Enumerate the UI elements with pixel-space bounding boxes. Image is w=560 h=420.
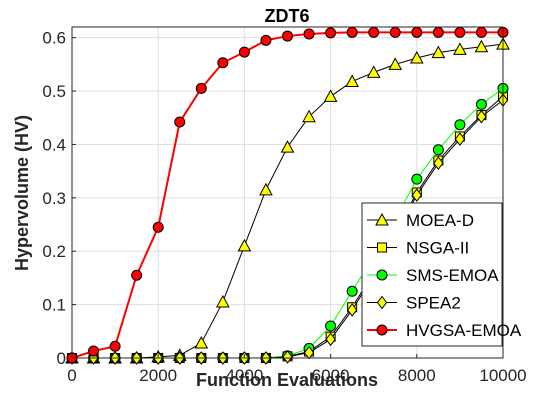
data-point	[174, 116, 186, 128]
data-point	[345, 74, 359, 87]
legend-entry: SPEA2	[367, 294, 461, 313]
data-point	[237, 238, 252, 252]
data-point	[303, 28, 315, 40]
data-point	[325, 332, 336, 347]
data-point	[432, 144, 444, 156]
legend-label: NSGA-II	[406, 239, 469, 258]
x-tick-label: 8000	[398, 366, 436, 385]
x-tick-label: 10000	[479, 366, 526, 385]
y-tick-label: 0.6	[42, 29, 66, 48]
data-point	[431, 45, 446, 59]
x-axis-label: Function Evaluations	[196, 370, 378, 390]
data-point	[238, 46, 250, 58]
x-tick-label: 6000	[312, 366, 350, 385]
data-point	[411, 26, 423, 38]
x-tick-label: 0	[67, 366, 76, 385]
data-point	[217, 57, 229, 69]
data-point	[388, 57, 403, 70]
data-point	[368, 26, 380, 38]
data-point	[194, 336, 209, 349]
data-point	[195, 82, 207, 94]
data-point	[453, 42, 467, 55]
data-point	[152, 221, 164, 233]
data-point	[303, 345, 315, 360]
data-point	[454, 119, 466, 131]
data-point	[216, 294, 230, 308]
ticks: 0 2000 4000 6000 8000 10000 0 0.1 0.2 0.3 0.4 0.5 0.…	[42, 29, 526, 385]
data-point	[88, 345, 100, 357]
y-tick-label: 0	[57, 349, 66, 368]
legend-label: SPEA2	[406, 294, 461, 313]
data-point	[259, 182, 273, 196]
data-point	[454, 26, 466, 38]
data-point	[260, 34, 272, 46]
data-point	[282, 30, 293, 42]
data-point	[109, 340, 121, 352]
data-point	[411, 188, 422, 203]
data-point	[411, 173, 423, 185]
data-point	[346, 26, 358, 38]
data-point	[347, 303, 358, 317]
data-point	[282, 350, 293, 364]
legend: MOEA-D NSGA-II SMS-EMOA SPEA2 HVGSA-EMOA	[361, 202, 522, 347]
y-tick-label: 0.5	[42, 82, 66, 101]
data-point	[432, 26, 444, 38]
data-point	[475, 98, 487, 110]
data-point	[366, 65, 381, 78]
plot-frame	[71, 26, 504, 359]
data-point	[302, 109, 316, 123]
data-point	[325, 320, 337, 332]
data-point	[454, 132, 466, 146]
legend-marker	[375, 212, 389, 226]
data-point	[131, 269, 143, 281]
data-point	[346, 285, 358, 297]
y-tick-label: 0.2	[42, 242, 66, 261]
legend-label: MOEA-D	[406, 211, 474, 230]
legend-marker	[376, 295, 388, 310]
y-tick-label: 0.3	[42, 189, 66, 208]
legend-entry: MOEA-D	[367, 211, 474, 230]
y-tick-label: 0.1	[42, 296, 66, 315]
y-tick-label: 0.4	[42, 135, 66, 154]
legend-label: HVGSA-EMOA	[406, 321, 522, 340]
legend-marker	[376, 324, 388, 336]
data-point	[474, 39, 489, 53]
data-point	[476, 109, 487, 124]
data-point	[409, 50, 424, 64]
data-point	[475, 26, 487, 38]
legend-entry: NSGA-II	[367, 239, 469, 258]
chart-title: ZDT6	[265, 6, 310, 26]
legend-marker	[377, 242, 387, 253]
legend-entry: SMS-EMOA	[367, 266, 499, 285]
x-tick-label: 4000	[225, 366, 263, 385]
data-point	[280, 140, 295, 153]
data-point	[325, 27, 337, 39]
data-point	[389, 26, 401, 38]
legend-marker	[376, 269, 388, 281]
y-axis-label: Hypervolume (HV)	[12, 115, 32, 271]
x-tick-label: 2000	[139, 366, 177, 385]
data-point	[323, 89, 338, 102]
data-point	[433, 156, 444, 170]
legend-label: SMS-EMOA	[406, 266, 499, 285]
legend-entry: HVGSA-EMOA	[367, 321, 522, 340]
